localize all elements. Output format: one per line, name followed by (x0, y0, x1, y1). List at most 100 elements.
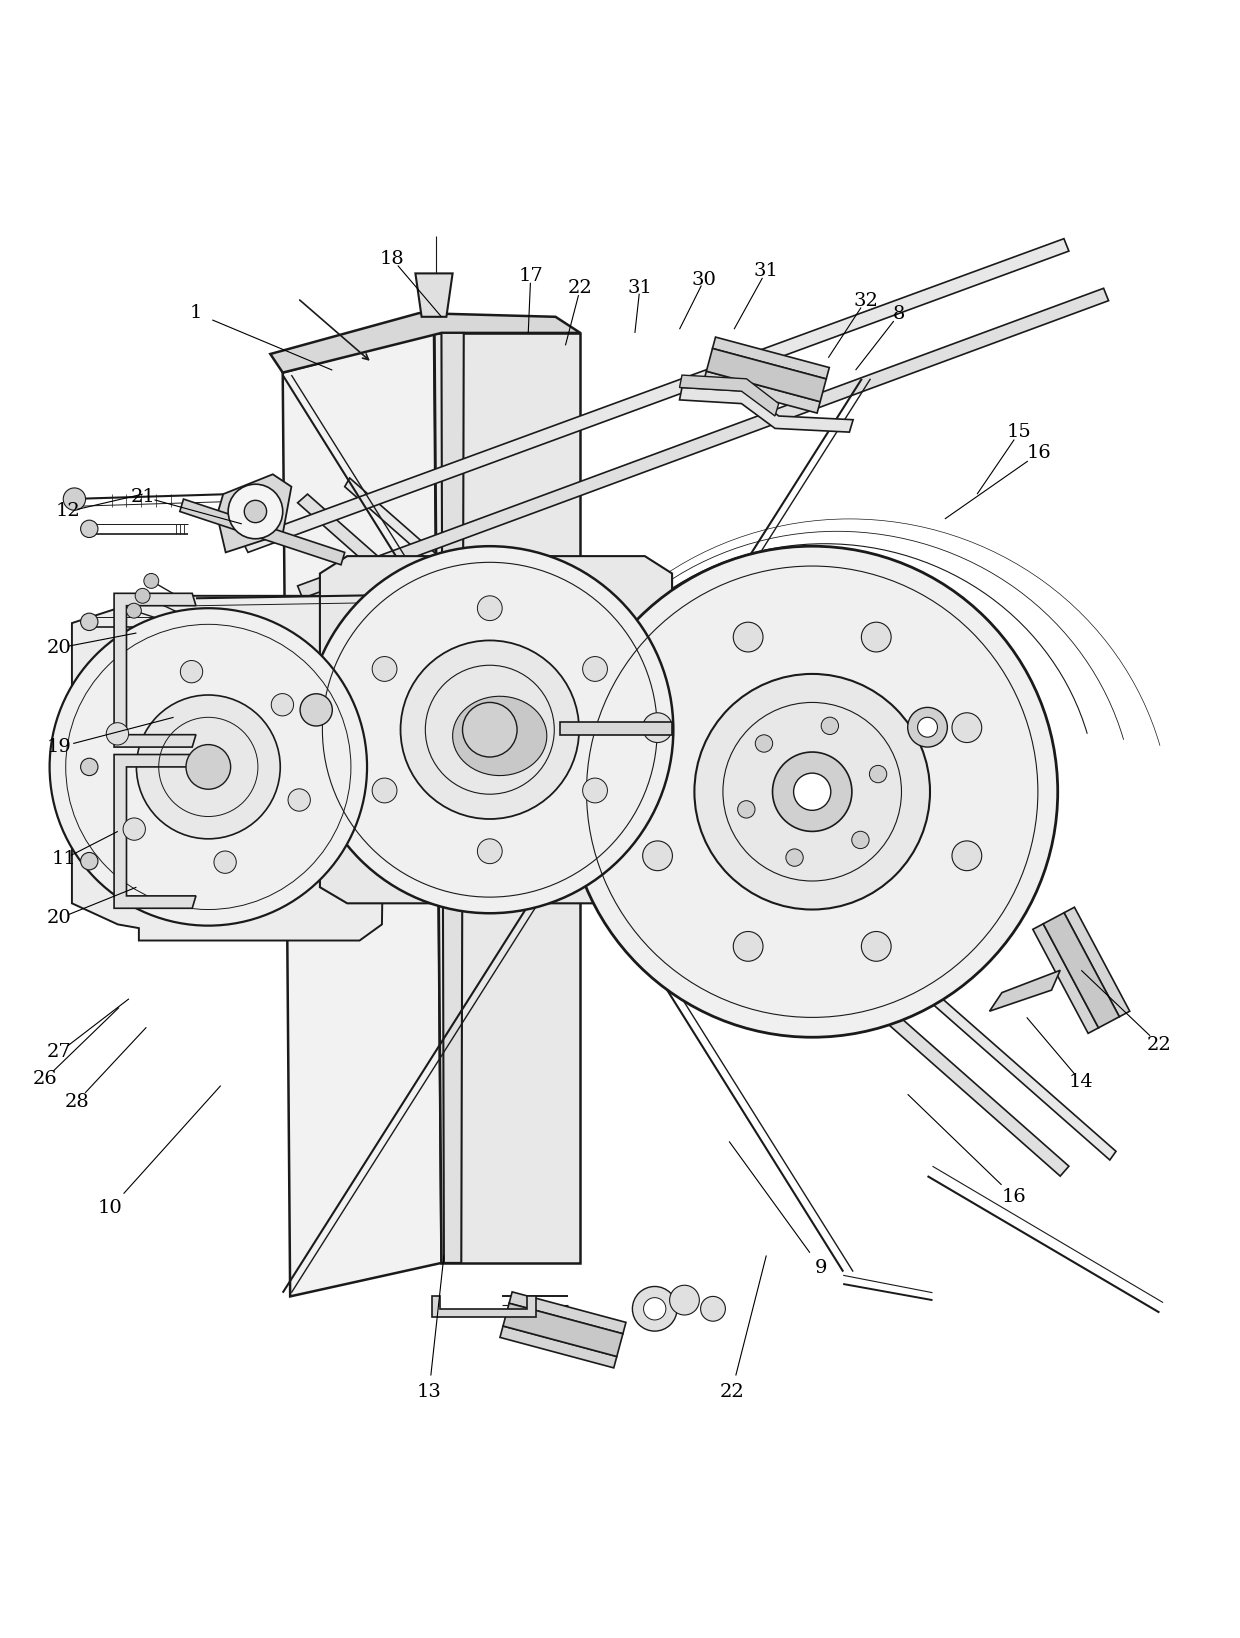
Polygon shape (114, 593, 196, 747)
Circle shape (477, 596, 502, 621)
Text: 28: 28 (64, 1093, 89, 1111)
Circle shape (136, 695, 280, 839)
Polygon shape (432, 1296, 536, 1317)
Circle shape (632, 1286, 677, 1332)
Text: 22: 22 (568, 280, 593, 296)
Text: 16: 16 (1027, 444, 1052, 462)
Text: 22: 22 (1147, 1035, 1172, 1053)
Text: 21: 21 (130, 488, 155, 506)
Polygon shape (680, 375, 779, 416)
Circle shape (272, 693, 294, 716)
Circle shape (123, 817, 145, 840)
Polygon shape (298, 495, 1069, 1176)
Polygon shape (990, 970, 1060, 1011)
Text: 10: 10 (98, 1199, 123, 1217)
Polygon shape (503, 1304, 622, 1356)
Circle shape (81, 852, 98, 870)
Polygon shape (707, 349, 826, 401)
Text: 11: 11 (52, 850, 77, 868)
Text: 22: 22 (719, 1382, 744, 1400)
Polygon shape (283, 333, 441, 1296)
Text: 12: 12 (56, 503, 81, 521)
Polygon shape (72, 596, 387, 940)
Circle shape (918, 717, 937, 737)
Polygon shape (500, 1327, 616, 1368)
Circle shape (144, 573, 159, 588)
Text: 31: 31 (754, 262, 779, 280)
Circle shape (583, 778, 608, 803)
Circle shape (952, 840, 982, 871)
Circle shape (733, 622, 763, 652)
Polygon shape (415, 274, 453, 316)
Circle shape (215, 852, 237, 873)
Circle shape (862, 932, 892, 962)
Text: 26: 26 (32, 1070, 57, 1088)
Text: 8: 8 (893, 305, 905, 323)
Circle shape (306, 545, 673, 914)
Text: 20: 20 (47, 909, 72, 927)
Circle shape (852, 830, 869, 848)
Circle shape (180, 660, 202, 683)
Text: 30: 30 (692, 270, 717, 288)
Circle shape (786, 848, 804, 867)
Circle shape (567, 545, 1058, 1037)
Polygon shape (242, 239, 1069, 552)
Circle shape (670, 1286, 699, 1315)
Circle shape (644, 1297, 666, 1320)
Circle shape (372, 657, 397, 681)
Circle shape (583, 657, 608, 681)
Polygon shape (453, 696, 547, 775)
Circle shape (300, 695, 332, 726)
Polygon shape (1043, 912, 1120, 1027)
Circle shape (135, 588, 150, 603)
Text: 19: 19 (47, 739, 72, 757)
Text: 20: 20 (47, 639, 72, 657)
Polygon shape (510, 1292, 626, 1333)
Text: 15: 15 (1007, 423, 1032, 441)
Text: 17: 17 (518, 267, 543, 285)
Text: 16: 16 (1002, 1188, 1027, 1206)
Circle shape (126, 603, 141, 618)
Polygon shape (560, 722, 672, 735)
Polygon shape (434, 333, 580, 1263)
Circle shape (694, 673, 930, 909)
Polygon shape (320, 557, 672, 903)
Text: 9: 9 (815, 1260, 827, 1278)
Polygon shape (1033, 924, 1099, 1034)
Circle shape (107, 722, 129, 745)
Circle shape (372, 778, 397, 803)
Polygon shape (1064, 907, 1130, 1017)
Polygon shape (441, 333, 464, 1263)
Circle shape (952, 713, 982, 742)
Circle shape (862, 622, 892, 652)
Polygon shape (217, 475, 291, 552)
Circle shape (738, 801, 755, 817)
Text: 13: 13 (417, 1382, 441, 1400)
Text: 27: 27 (47, 1043, 72, 1061)
Circle shape (81, 613, 98, 631)
Text: 32: 32 (853, 292, 878, 310)
Polygon shape (680, 388, 853, 432)
Polygon shape (345, 478, 1116, 1160)
Circle shape (463, 703, 517, 757)
Circle shape (228, 485, 283, 539)
Polygon shape (298, 288, 1109, 598)
Circle shape (288, 790, 310, 811)
Text: 14: 14 (1069, 1073, 1094, 1091)
Polygon shape (114, 755, 196, 909)
Circle shape (642, 713, 672, 742)
Circle shape (701, 1296, 725, 1322)
Polygon shape (270, 313, 580, 372)
Text: 31: 31 (627, 280, 652, 296)
Circle shape (773, 752, 852, 832)
Text: 18: 18 (379, 249, 404, 267)
Circle shape (401, 640, 579, 819)
Circle shape (642, 840, 672, 871)
Circle shape (81, 521, 98, 537)
Circle shape (477, 839, 502, 863)
Circle shape (186, 745, 231, 790)
Text: 1: 1 (190, 305, 202, 323)
Circle shape (755, 735, 773, 752)
Circle shape (821, 717, 838, 734)
Circle shape (733, 932, 763, 962)
